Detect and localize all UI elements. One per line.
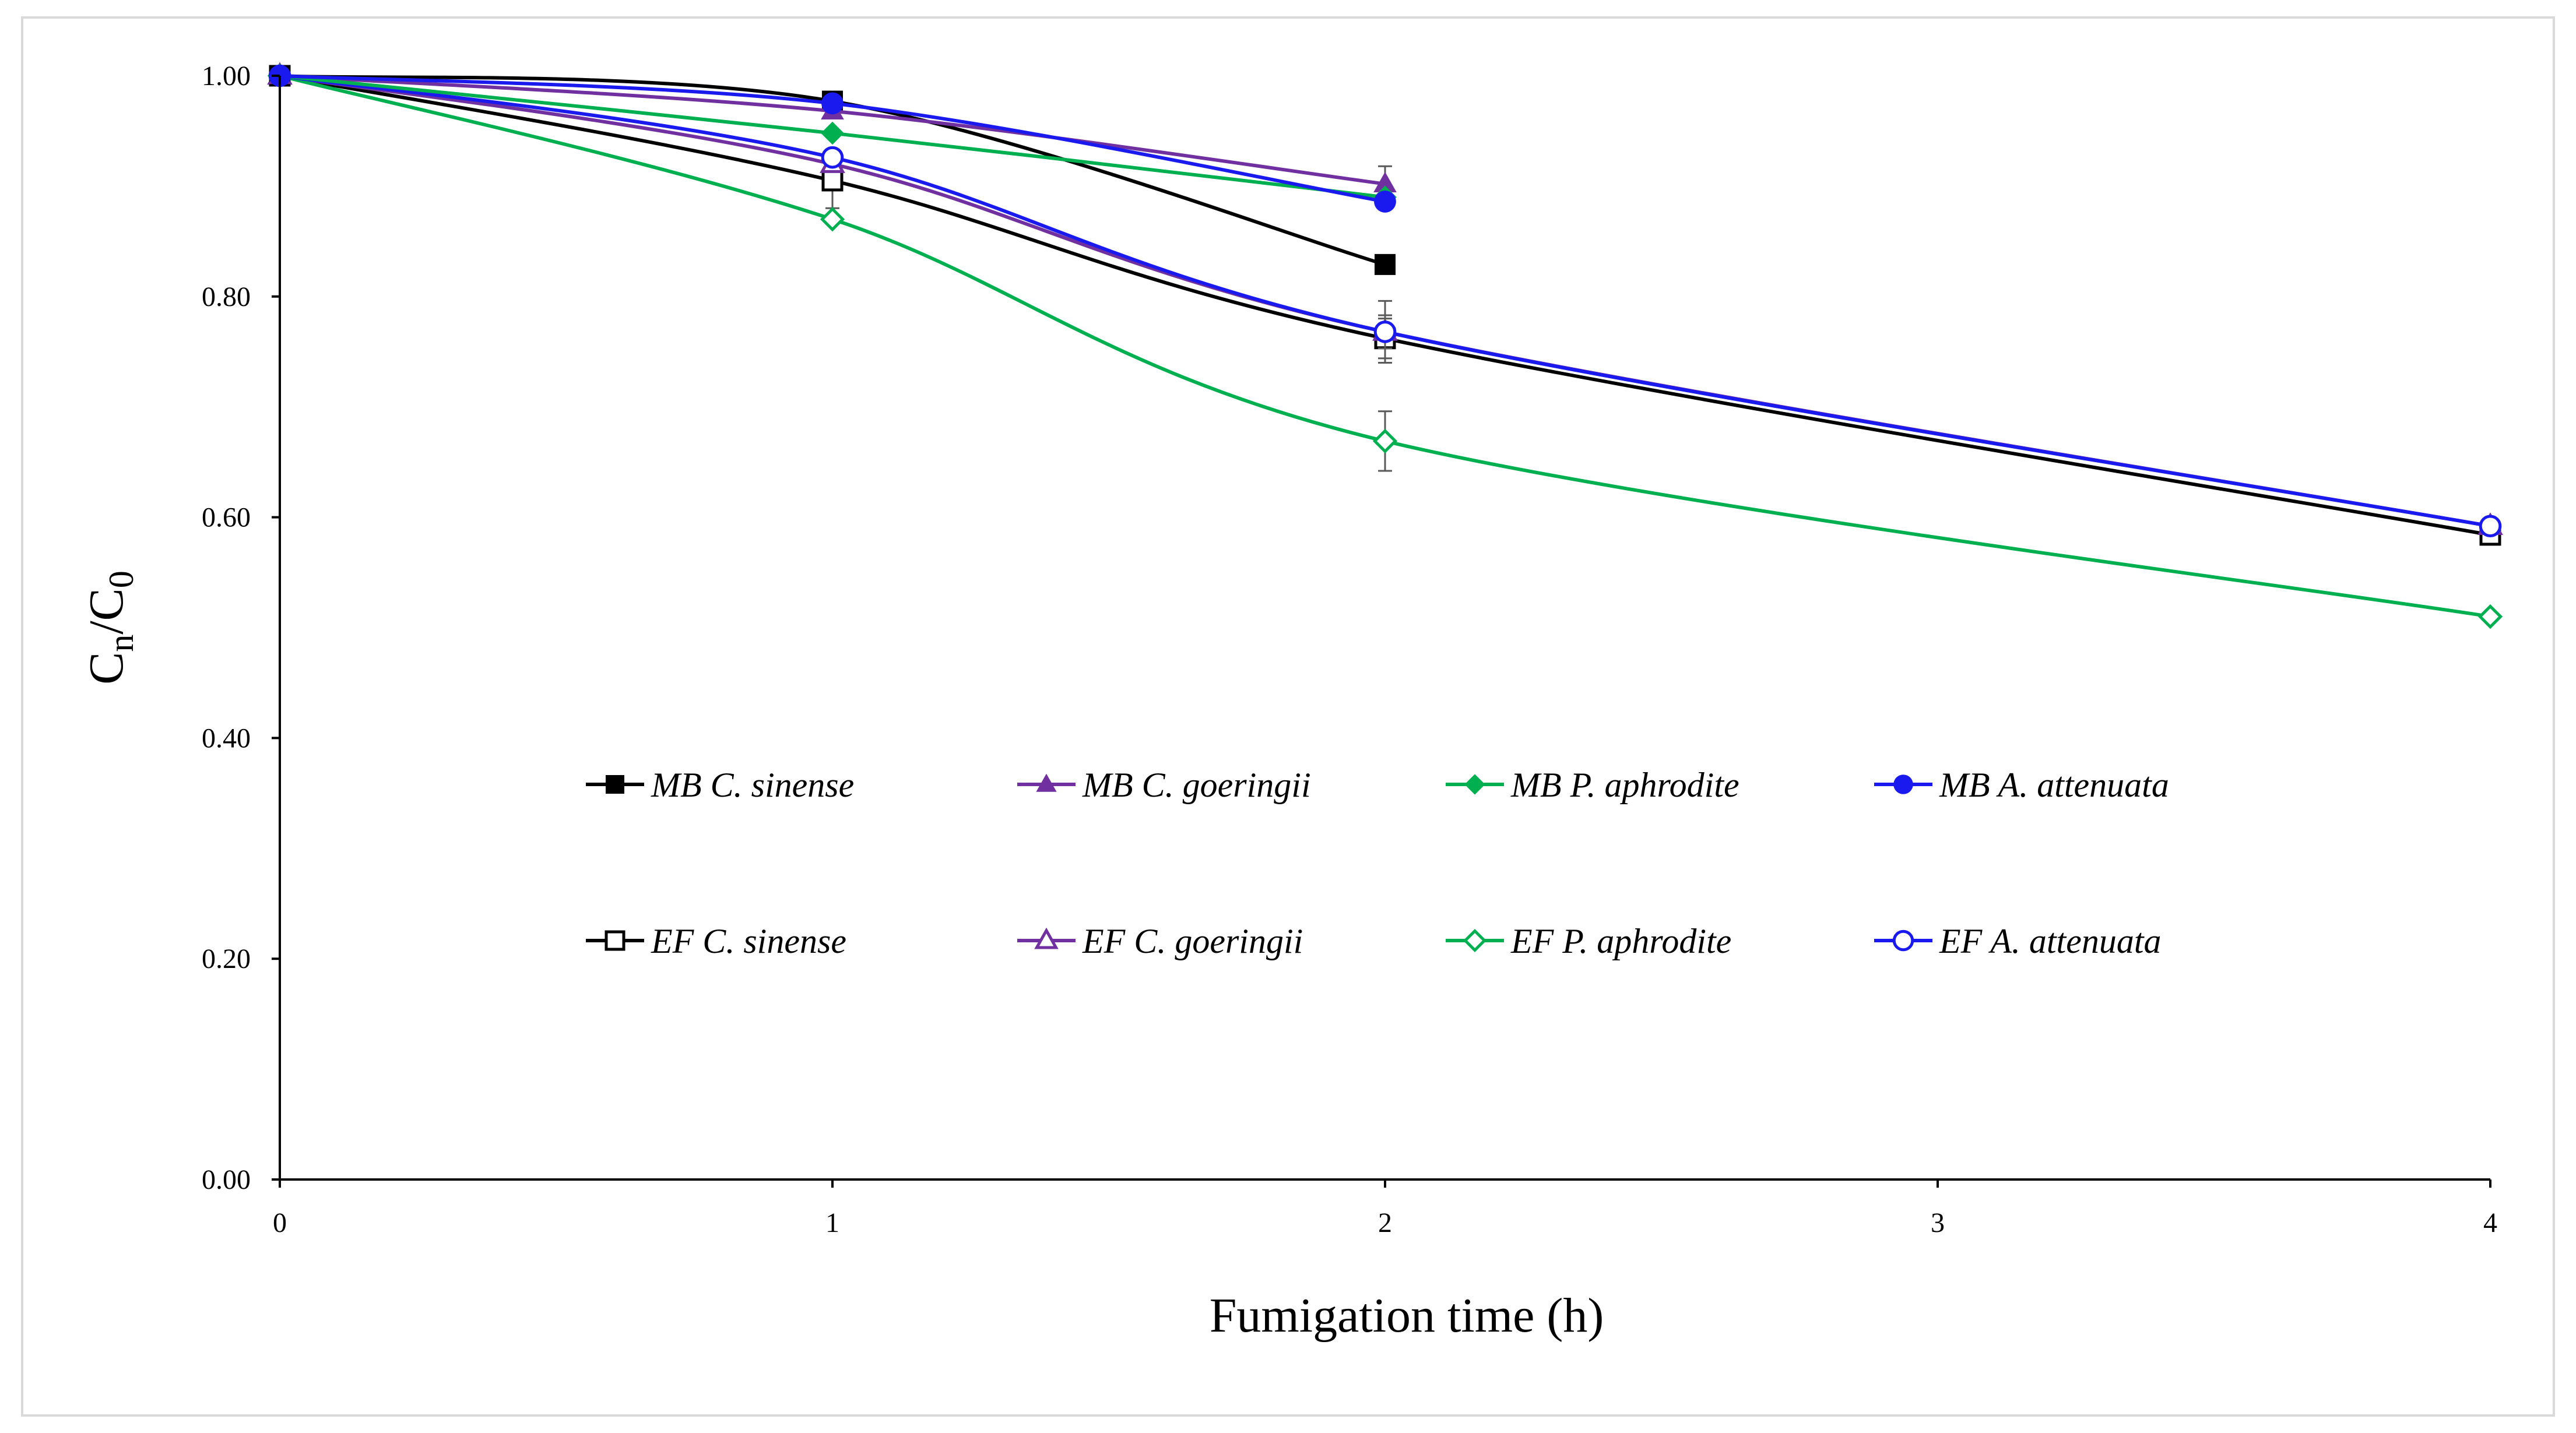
legend-item-ef-c-sinense: EF C. sinense [586, 922, 846, 960]
x-axis-label: Fumigation time (h) [1210, 1288, 1604, 1343]
series-layer [267, 62, 2503, 629]
data-point [1375, 253, 1396, 275]
axes-layer [279, 76, 2490, 1181]
legend-marker [606, 775, 624, 794]
legend-item-mb-c-sinense: MB C. sinense [586, 766, 854, 804]
y-axis-label-sub2: 0 [102, 571, 140, 588]
y-tick-label: 0.60 [202, 502, 251, 533]
legend-label: EF C. sinense [651, 922, 846, 960]
y-axis-label-sub1: n [102, 635, 140, 652]
legend-label: EF C. goeringii [1082, 922, 1303, 960]
y-tick-label: 0.80 [202, 281, 251, 312]
legend-item-ef-p-aphrodite: EF P. aphrodite [1446, 922, 1731, 960]
legend-item-ef-c-goeringii: EF C. goeringii [1017, 922, 1303, 960]
legend-label: EF P. aphrodite [1510, 922, 1731, 960]
y-tick-label: 0.20 [202, 943, 251, 974]
legend-label: EF A. attenuata [1939, 922, 2162, 960]
y-axis-label: Cn/C0 [79, 571, 140, 684]
legend-label: MB A. attenuata [1939, 766, 2169, 804]
legend-item-ef-a-attenuata: EF A. attenuata [1874, 922, 2162, 960]
legend-label: MB P. aphrodite [1510, 766, 1739, 804]
legend-label: MB C. sinense [651, 766, 854, 804]
legend-marker [1463, 928, 1487, 953]
legend-item-mb-c-goeringii: MB C. goeringii [1017, 766, 1311, 804]
data-point [2479, 515, 2502, 538]
data-point [820, 207, 845, 232]
chart-frame [21, 16, 2555, 1417]
x-tick-label: 1 [825, 1207, 839, 1238]
x-tick-label: 2 [1378, 1207, 1392, 1238]
y-axis-label-main: C [79, 652, 133, 685]
x-tick-label: 3 [1931, 1207, 1945, 1238]
series-line [279, 74, 2491, 619]
legend-marker [1893, 774, 1913, 794]
x-tick-label: 0 [273, 1207, 287, 1238]
legend-marker [1034, 927, 1059, 949]
y-tick-label: 0.00 [202, 1164, 251, 1195]
legend-label: MB C. goeringii [1082, 766, 1311, 804]
data-point [1374, 191, 1396, 213]
data-point [1373, 171, 1397, 193]
legend-marker [1464, 774, 1485, 795]
data-point [821, 170, 844, 192]
ticks-layer: 0 1 2 3 4 0.00 0.20 0.40 0.60 0.80 1.00 [202, 61, 2497, 1238]
legend: MB C. sinense MB C. goeringii MB P. aphrod… [586, 766, 2169, 960]
data-point [821, 92, 844, 115]
legend-item-mb-a-attenuata: MB A. attenuata [1874, 766, 2169, 804]
legend-marker [1892, 929, 1914, 952]
y-tick-label: 1.00 [202, 61, 251, 91]
y-tick-label: 0.40 [202, 723, 251, 754]
data-point [1372, 428, 1398, 454]
data-point [821, 121, 844, 145]
legend-marker [1036, 773, 1057, 792]
series-line [279, 74, 2491, 537]
data-point [1373, 321, 1397, 343]
legend-item-mb-p-aphrodite: MB P. aphrodite [1446, 766, 1739, 804]
legend-marker [605, 930, 625, 951]
series-line [279, 74, 2491, 528]
y-axis-label-slash: /C [79, 588, 133, 634]
x-tick-label: 4 [2483, 1207, 2497, 1238]
data-point [2477, 604, 2503, 629]
svg-text:Cn/C0: Cn/C0 [79, 571, 140, 684]
data-point [821, 146, 844, 169]
